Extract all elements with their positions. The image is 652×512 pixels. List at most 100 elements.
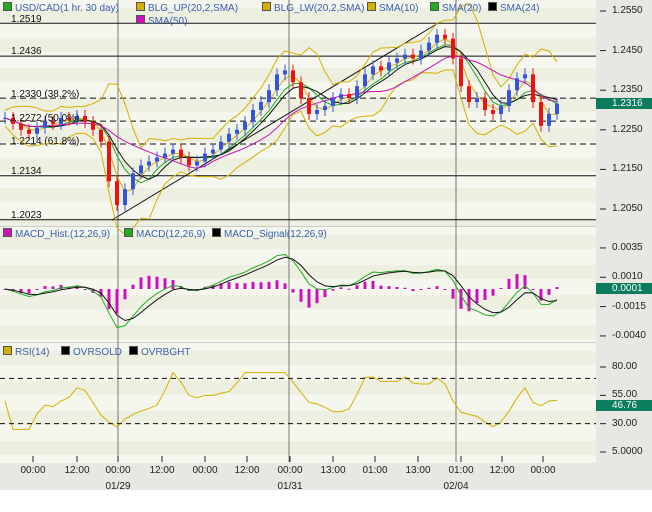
macd-hist-bar	[155, 276, 159, 289]
macd-hist-bar	[459, 289, 463, 309]
x-axis-time: 00:00	[277, 465, 303, 476]
legend-item[interactable]: BLG_LW(20,2,SMA)	[262, 2, 364, 14]
macd-hist-bar	[275, 280, 279, 289]
legend-item[interactable]: MACD(12,26,9)	[124, 228, 205, 240]
panel-band	[0, 351, 596, 365]
chart-canvas[interactable]	[0, 0, 652, 490]
macd-hist-bar	[379, 285, 383, 289]
candle	[275, 74, 279, 91]
candle	[427, 42, 431, 51]
candle	[131, 173, 135, 190]
macd-hist-bar	[59, 284, 63, 289]
candle	[435, 34, 439, 43]
candle	[483, 98, 487, 110]
macd-hist-bar	[267, 281, 271, 289]
legend-swatch-icon	[262, 2, 271, 11]
macd-hist-bar	[531, 289, 535, 290]
legend-item[interactable]: BLG_UP(20,2,SMA)	[136, 2, 238, 14]
panel-band	[0, 325, 596, 339]
macd-tag: 0.0001	[596, 283, 652, 294]
legend-item[interactable]: OVRBGHT	[129, 346, 190, 358]
legend-item[interactable]: SMA(50)	[136, 15, 187, 27]
price-axis-label: 1.2450	[612, 44, 643, 56]
legend-item[interactable]: OVRSOLD	[61, 346, 122, 358]
legend-item[interactable]: MACD_Hist.(12,26,9)	[3, 228, 110, 240]
macd-hist-bar	[403, 287, 407, 289]
legend-swatch-icon	[129, 346, 138, 355]
panel-band	[0, 441, 596, 455]
macd-hist-bar	[235, 283, 239, 289]
candle	[459, 58, 463, 87]
trendline	[111, 21, 441, 221]
candle	[243, 121, 247, 130]
legend-label: OVRSOLD	[73, 347, 122, 358]
macd-hist-bar	[299, 289, 303, 302]
panel-band	[0, 128, 596, 142]
candle	[363, 74, 367, 87]
candle	[555, 103, 559, 114]
macd-hist-bar	[331, 289, 335, 291]
x-axis-date: 02/04	[443, 481, 469, 492]
legend-item[interactable]: USD/CAD(1 hr. 30 day)	[3, 2, 119, 14]
candle	[291, 70, 295, 83]
price-tag: 1.2316	[596, 98, 652, 109]
x-axis-time: 01:00	[448, 465, 474, 476]
candle	[259, 102, 263, 110]
legend-swatch-icon	[136, 2, 145, 11]
candle	[123, 189, 127, 206]
legend-label: SMA(50)	[148, 16, 188, 27]
candle	[171, 149, 175, 154]
candle	[139, 165, 143, 174]
macd-hist-bar	[35, 289, 39, 290]
macd-hist-bar	[555, 287, 559, 289]
panel-band	[0, 38, 596, 52]
candle	[443, 34, 447, 39]
macd-hist-bar	[19, 289, 23, 294]
candle	[395, 58, 399, 63]
candle	[507, 90, 511, 107]
panel-band	[0, 68, 596, 82]
x-axis-time: 12:00	[234, 465, 260, 476]
candle	[67, 117, 71, 120]
legend-label: RSI(14)	[15, 347, 50, 358]
candle	[523, 74, 527, 79]
macd-hist-bar	[507, 278, 511, 289]
x-axis-time: 13:00	[405, 465, 431, 476]
price-axis-label: 1.2050	[612, 203, 643, 214]
candle	[91, 121, 95, 130]
macd-axis-label: 0.0035	[612, 241, 643, 253]
candle	[51, 121, 55, 124]
legend-item[interactable]: SMA(20)	[430, 2, 481, 14]
candle	[371, 66, 375, 75]
macd-hist-bar	[395, 286, 399, 289]
price-axis-label: 1.2350	[612, 84, 643, 96]
level-label: 1.2023	[11, 210, 42, 221]
legend-label: MACD_Hist.(12,26,9)	[15, 229, 111, 240]
rsi-axis-label: 55.00	[612, 389, 638, 401]
candle	[419, 50, 423, 59]
candle	[283, 70, 287, 75]
fib-label: 1.2272 (50.0%)	[11, 113, 80, 124]
candle	[499, 106, 503, 114]
macd-hist-bar	[163, 278, 167, 289]
legend-item[interactable]: MACD_Signal(12,26,9)	[212, 228, 327, 240]
macd-hist-bar	[547, 289, 551, 295]
candle	[491, 110, 495, 114]
legend-item[interactable]: SMA(10)	[367, 2, 418, 14]
candle	[75, 115, 79, 120]
legend-label: SMA(10)	[379, 3, 419, 14]
sma50-line	[4, 55, 558, 169]
legend-item[interactable]: RSI(14)	[3, 346, 49, 358]
legend-label: BLG_UP(20,2,SMA)	[148, 3, 239, 14]
price-axis-label: 1.2250	[612, 123, 643, 135]
macd-hist-bar	[363, 281, 367, 289]
legend-label: SMA(24)	[500, 3, 540, 14]
legend-label: MACD(12,26,9)	[136, 229, 206, 240]
legend-item[interactable]: SMA(24)	[488, 2, 539, 14]
candle	[403, 54, 407, 59]
panel-band	[0, 235, 596, 249]
candle	[515, 78, 519, 91]
candle	[355, 86, 359, 99]
candle	[35, 127, 39, 134]
candle	[59, 117, 63, 124]
